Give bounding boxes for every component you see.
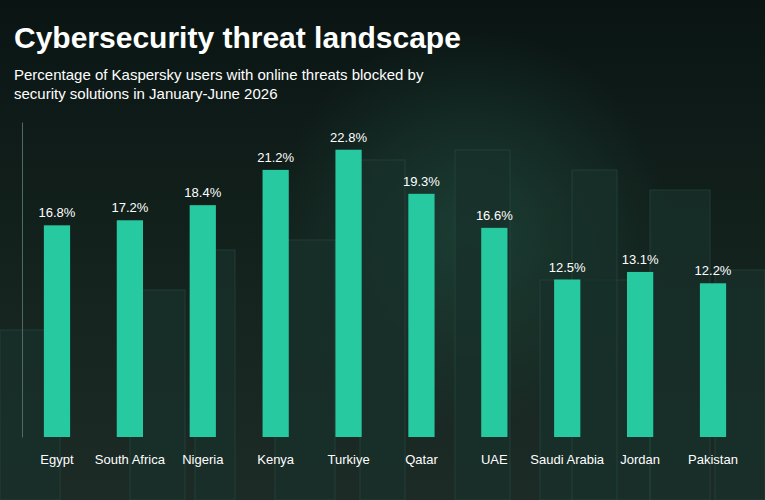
x-tick: Jordan <box>620 452 660 467</box>
x-tick: South Africa <box>95 452 166 467</box>
data-label: 12.2% <box>695 263 732 278</box>
title: Cybersecurity threat landscape <box>14 21 461 54</box>
data-label: 21.2% <box>257 150 294 165</box>
bars <box>44 150 726 437</box>
data-label: 22.8% <box>330 130 367 145</box>
subtitle: Percentage of Kaspersky users with onlin… <box>14 66 424 102</box>
data-label: 18.4% <box>184 185 221 200</box>
data-label: 12.5% <box>549 260 586 275</box>
x-tick-label: Nigeria <box>182 452 224 467</box>
x-tick: Egypt <box>40 452 74 467</box>
bar <box>627 272 653 437</box>
y-axis-line <box>22 123 23 438</box>
bar <box>481 228 507 437</box>
data-label: 16.6% <box>476 208 513 223</box>
x-tick: Saudi Arabia <box>530 452 604 467</box>
x-tick: Turkiye <box>327 452 369 467</box>
x-tick-label: Turkiye <box>327 452 369 467</box>
x-tick-label: UAE <box>481 452 508 467</box>
data-label: 19.3% <box>403 174 440 189</box>
building <box>455 150 510 500</box>
x-tick-label: Qatar <box>405 452 438 467</box>
skyline <box>0 150 765 500</box>
bar <box>190 205 216 437</box>
x-tick: Qatar <box>405 452 438 467</box>
x-tick-label: South Africa <box>95 452 166 467</box>
data-label: 13.1% <box>622 252 659 267</box>
x-tick-label: Pakistan <box>688 452 738 467</box>
x-tick: Nigeria <box>182 452 224 467</box>
x-tick: UAE <box>481 452 508 467</box>
y-axis <box>22 123 23 438</box>
subtitle-line: Percentage of Kaspersky users with onlin… <box>14 66 424 83</box>
bar <box>117 220 143 437</box>
x-tick-label: Jordan <box>620 452 660 467</box>
x-tick-label: Saudi Arabia <box>530 452 604 467</box>
x-tick: Pakistan <box>688 452 738 467</box>
background <box>0 0 765 500</box>
bar <box>44 225 70 437</box>
bar <box>554 280 580 438</box>
bar <box>700 283 726 437</box>
bar <box>335 150 361 437</box>
data-label: 16.8% <box>39 205 76 220</box>
x-tick: Kenya <box>257 452 295 467</box>
x-tick-label: Kenya <box>257 452 295 467</box>
chart: Cybersecurity threat landscape Percentage… <box>0 0 765 500</box>
bar <box>263 170 289 437</box>
x-tick-label: Egypt <box>40 452 74 467</box>
x-axis: Egypt South Africa Nigeria Kenya Turkiye Qata… <box>40 452 738 467</box>
subtitle-line: security solutions in January-June 2026 <box>14 85 277 102</box>
data-labels: 16.8% 17.2% 18.4% 21.2% 22.8% 19.3% 16.6% 12.5%… <box>39 130 732 279</box>
data-label: 17.2% <box>111 200 148 215</box>
building <box>360 160 405 500</box>
bar <box>408 194 434 437</box>
